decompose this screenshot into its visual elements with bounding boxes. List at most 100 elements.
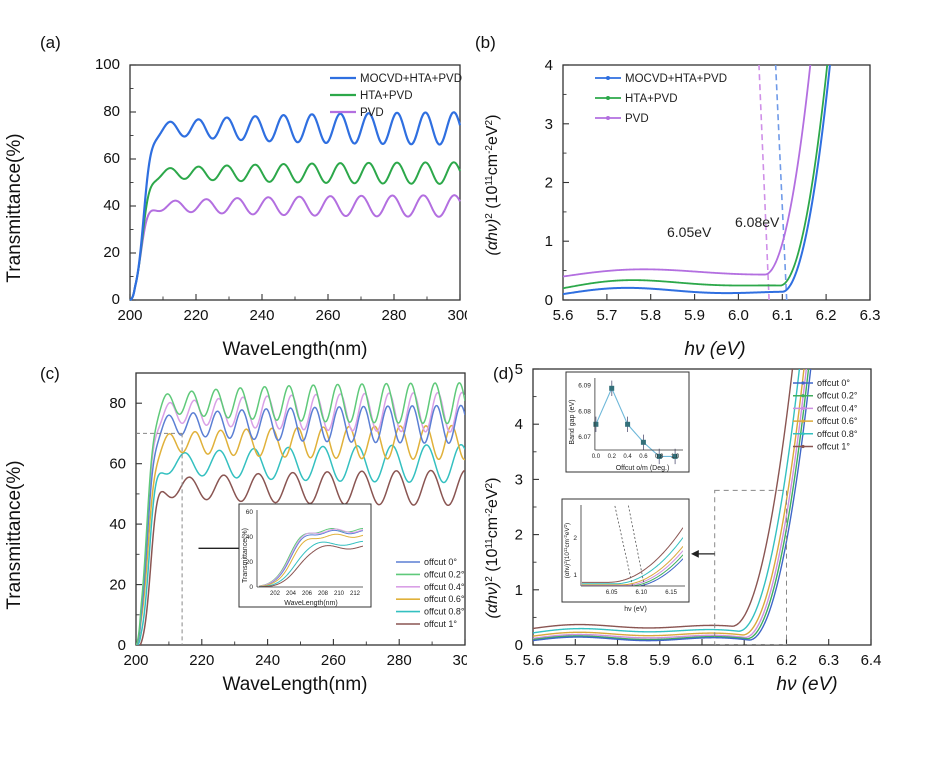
svg-text:(a): (a) [40, 33, 61, 52]
svg-text:(c): (c) [40, 364, 60, 383]
svg-text:240: 240 [249, 307, 274, 324]
svg-text:0.6: 0.6 [639, 454, 648, 460]
svg-text:offcut 1°: offcut 1° [424, 619, 457, 629]
svg-text:WaveLength(nm): WaveLength(nm) [222, 339, 367, 360]
svg-text:6.3: 6.3 [860, 307, 881, 324]
svg-text:1: 1 [573, 572, 577, 579]
svg-text:206: 206 [302, 591, 313, 597]
svg-text:offcut 0.6°: offcut 0.6° [817, 416, 858, 426]
svg-text:40: 40 [103, 197, 120, 214]
svg-text:HTA+PVD: HTA+PVD [360, 90, 413, 102]
svg-text:offcut 0.2°: offcut 0.2° [817, 391, 858, 401]
svg-text:offcut 0.4°: offcut 0.4° [817, 403, 858, 413]
svg-text:(αhν)2 (1011cm-2eV2): (αhν)2 (1011cm-2eV2) [484, 478, 502, 619]
svg-text:2: 2 [573, 535, 577, 542]
svg-text:0: 0 [112, 291, 120, 308]
svg-text:offcut 0.4°: offcut 0.4° [424, 582, 465, 592]
svg-text:5.6: 5.6 [553, 307, 574, 324]
svg-text:6.08: 6.08 [578, 408, 591, 415]
svg-text:6.10: 6.10 [636, 590, 648, 596]
svg-text:WaveLength(nm): WaveLength(nm) [222, 674, 367, 695]
svg-text:Transmittance(%): Transmittance(%) [4, 133, 25, 282]
svg-text:6.0: 6.0 [728, 307, 749, 324]
svg-text:0.8: 0.8 [655, 454, 664, 460]
svg-text:5.7: 5.7 [596, 307, 617, 324]
svg-text:Band gap (eV): Band gap (eV) [569, 399, 576, 444]
svg-text:300: 300 [452, 652, 467, 669]
svg-text:1.0: 1.0 [671, 454, 680, 460]
svg-text:6.1: 6.1 [734, 652, 755, 669]
svg-text:280: 280 [381, 307, 406, 324]
svg-text:5.9: 5.9 [649, 652, 670, 669]
svg-text:6.08eV: 6.08eV [735, 214, 780, 230]
svg-text:6.3: 6.3 [818, 652, 839, 669]
svg-text:6.0: 6.0 [692, 652, 713, 669]
svg-text:6.05: 6.05 [606, 590, 618, 596]
svg-text:220: 220 [189, 652, 214, 669]
svg-text:0.4: 0.4 [623, 454, 632, 460]
svg-text:offcut 0°: offcut 0° [424, 557, 457, 567]
svg-text:1: 1 [515, 582, 523, 599]
svg-text:hν (eV): hν (eV) [776, 674, 837, 695]
svg-text:100: 100 [95, 56, 120, 73]
svg-text:80: 80 [109, 395, 126, 412]
svg-text:PVD: PVD [625, 113, 649, 125]
svg-text:212: 212 [350, 591, 361, 597]
svg-text:5.6: 5.6 [523, 652, 544, 669]
svg-text:Offcut o/m (Deg.): Offcut o/m (Deg.) [616, 465, 670, 472]
svg-text:offcut 0.2°: offcut 0.2° [424, 569, 465, 579]
svg-text:204: 204 [286, 591, 297, 597]
svg-text:20: 20 [109, 577, 126, 594]
svg-text:4: 4 [545, 57, 553, 74]
svg-text:6.2: 6.2 [776, 652, 797, 669]
svg-text:MOCVD+HTA+PVD: MOCVD+HTA+PVD [360, 73, 462, 85]
svg-text:200: 200 [117, 307, 142, 324]
svg-text:0: 0 [249, 584, 253, 591]
svg-text:3: 3 [515, 471, 523, 488]
svg-text:2: 2 [545, 175, 553, 192]
svg-text:3: 3 [545, 116, 553, 133]
svg-text:5.7: 5.7 [565, 652, 586, 669]
svg-text:210: 210 [334, 591, 345, 597]
svg-text:offcut 0°: offcut 0° [817, 378, 850, 388]
svg-text:5.8: 5.8 [607, 652, 628, 669]
svg-text:(b): (b) [475, 33, 496, 52]
svg-text:40: 40 [109, 516, 126, 533]
svg-text:Transmittance(%): Transmittance(%) [242, 528, 249, 583]
svg-text:5: 5 [515, 363, 523, 378]
svg-text:6.15: 6.15 [665, 590, 677, 596]
svg-text:20: 20 [103, 244, 120, 261]
svg-text:2: 2 [515, 527, 523, 544]
svg-text:(αhν)2 (1011cm-2eV2): (αhν)2 (1011cm-2eV2) [484, 115, 502, 256]
svg-text:PVD: PVD [360, 107, 384, 119]
svg-text:6.07: 6.07 [578, 434, 591, 441]
svg-text:260: 260 [315, 307, 340, 324]
svg-text:offcut 0.8°: offcut 0.8° [424, 607, 465, 617]
svg-text:5.8: 5.8 [640, 307, 661, 324]
svg-text:80: 80 [103, 103, 120, 120]
svg-text:offcut 0.6°: offcut 0.6° [424, 594, 465, 604]
svg-text:6.2: 6.2 [816, 307, 837, 324]
svg-text:202: 202 [270, 591, 281, 597]
svg-text:208: 208 [318, 591, 329, 597]
svg-text:WaveLength(nm): WaveLength(nm) [284, 600, 337, 607]
svg-text:offcut 0.8°: offcut 0.8° [817, 429, 858, 439]
svg-text:offcut 1°: offcut 1° [817, 442, 850, 452]
svg-text:0.0: 0.0 [592, 454, 601, 460]
svg-text:300: 300 [447, 307, 467, 324]
svg-text:6.1: 6.1 [772, 307, 793, 324]
svg-text:240: 240 [255, 652, 280, 669]
svg-text:6.4: 6.4 [861, 652, 882, 669]
svg-text:Transmittance(%): Transmittance(%) [4, 460, 25, 609]
svg-text:60: 60 [103, 150, 120, 167]
svg-text:WaveLength(nm): WaveLength(nm) [222, 363, 367, 364]
svg-text:200: 200 [123, 652, 148, 669]
svg-text:4: 4 [515, 416, 523, 433]
svg-text:60: 60 [246, 509, 254, 516]
svg-text:hν (eV): hν (eV) [684, 339, 745, 360]
svg-text:(d): (d) [493, 364, 514, 383]
svg-text:280: 280 [387, 652, 412, 669]
svg-text:6.05eV: 6.05eV [667, 224, 712, 240]
svg-text:MOCVD+HTA+PVD: MOCVD+HTA+PVD [625, 73, 727, 85]
svg-text:60: 60 [109, 456, 126, 473]
